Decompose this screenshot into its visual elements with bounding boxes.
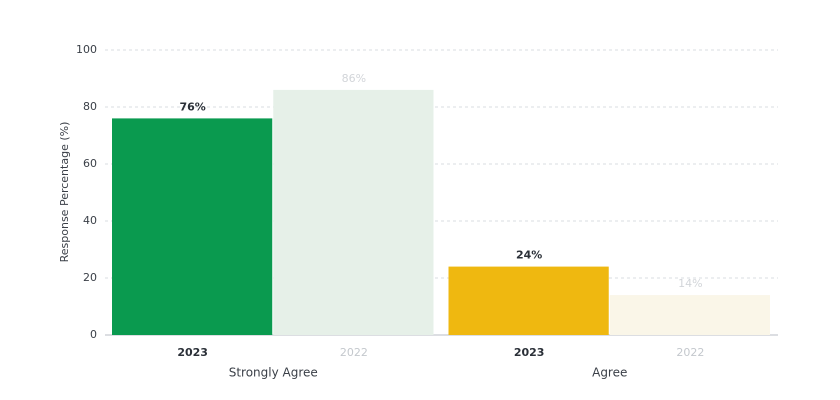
y-tick-label: 100: [76, 43, 97, 56]
series-label: 2023: [177, 346, 208, 359]
series-label: 2023: [514, 346, 545, 359]
y-tick-label: 60: [83, 157, 97, 170]
series-label: 2022: [340, 346, 368, 359]
bar: [273, 89, 434, 336]
value-label: 76%: [179, 100, 205, 113]
bar: [609, 295, 770, 335]
y-axis-label: Response Percentage (%): [58, 122, 71, 263]
value-label: 24%: [516, 249, 542, 262]
bar: [112, 118, 273, 336]
category-label: Agree: [592, 366, 627, 380]
y-tick-label: 0: [90, 328, 97, 341]
value-label: 86%: [342, 72, 366, 85]
y-tick-label: 20: [83, 271, 97, 284]
series-label: 2022: [676, 346, 704, 359]
bar: [448, 266, 609, 335]
value-label: 14%: [678, 277, 702, 290]
y-tick-label: 80: [83, 100, 97, 113]
category-label: Strongly Agree: [229, 366, 318, 380]
y-tick-label: 40: [83, 214, 97, 227]
